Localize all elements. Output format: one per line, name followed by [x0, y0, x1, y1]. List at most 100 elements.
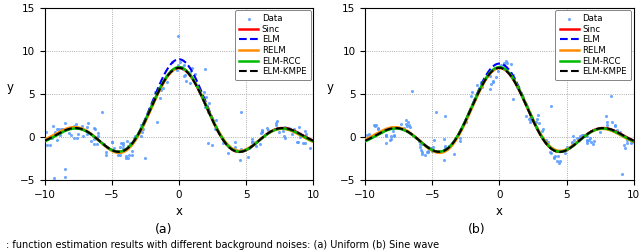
RELM [496, 66, 504, 69]
RELM [175, 66, 183, 69]
Data [236, 148, 246, 152]
Sinc [175, 66, 182, 70]
Data [545, 104, 556, 108]
Data [186, 66, 196, 70]
Data [509, 77, 519, 81]
Data [229, 140, 239, 144]
Data [109, 146, 120, 150]
Data [381, 141, 391, 145]
Data [177, 65, 187, 69]
Data [272, 119, 282, 123]
Data [72, 126, 82, 130]
Data [414, 139, 424, 143]
Data [407, 90, 417, 94]
Data [566, 140, 577, 144]
Data [255, 142, 265, 146]
Data [577, 135, 587, 139]
Data [525, 116, 536, 120]
Sinc [520, 100, 528, 102]
ELM-RCC [115, 150, 123, 153]
RELM [41, 138, 49, 141]
Data [228, 147, 239, 151]
ELM [362, 139, 369, 142]
Data [501, 61, 511, 65]
Data [57, 127, 67, 131]
Data [526, 118, 536, 122]
Data [532, 116, 542, 120]
Data [162, 80, 172, 84]
Data [271, 121, 282, 125]
ELM-RCC [175, 66, 182, 69]
Data [582, 139, 593, 143]
Data [381, 134, 391, 138]
Data [280, 136, 291, 140]
Data [211, 118, 221, 122]
Data [138, 127, 148, 131]
Data [136, 123, 146, 127]
RELM [630, 140, 637, 143]
Data [568, 138, 579, 142]
Data [602, 120, 612, 124]
Y-axis label: y: y [6, 81, 13, 94]
Data [485, 74, 495, 78]
Sinc [409, 134, 417, 136]
Data [124, 153, 134, 157]
Data [173, 34, 183, 38]
Data [415, 142, 426, 146]
Data [72, 136, 82, 140]
Line: ELM-KMPE: ELM-KMPE [365, 68, 634, 152]
Data [45, 144, 56, 148]
Data [579, 133, 589, 137]
Data [101, 150, 111, 154]
Data [204, 101, 214, 105]
Line: RELM: RELM [365, 68, 634, 153]
Data [614, 130, 625, 134]
Data [204, 141, 214, 145]
ELM-RCC [110, 149, 118, 152]
Data [131, 134, 141, 138]
Data [55, 133, 65, 137]
Data [506, 71, 516, 75]
Data [136, 134, 146, 138]
Data [573, 136, 584, 140]
Data [488, 80, 499, 84]
ELM-KMPE [541, 141, 549, 144]
Data [362, 136, 372, 140]
RELM [483, 76, 491, 79]
Data [417, 142, 427, 146]
Data [280, 124, 290, 128]
Data [423, 149, 433, 153]
Data [72, 132, 83, 136]
Data [127, 152, 137, 156]
Data [429, 138, 439, 142]
Data [211, 127, 221, 131]
Line: Sinc: Sinc [365, 68, 634, 152]
Data [166, 60, 177, 64]
ELM-KMPE [362, 139, 369, 142]
Data [113, 153, 123, 157]
Data [278, 128, 288, 132]
Data [48, 124, 58, 128]
Data [71, 122, 81, 126]
Data [499, 63, 509, 67]
Line: ELM-RCC: ELM-RCC [45, 67, 313, 152]
Data [122, 154, 132, 158]
Data [77, 134, 88, 138]
Data [455, 138, 465, 142]
Data [449, 152, 460, 156]
RELM [88, 133, 96, 136]
Data [305, 146, 315, 150]
Data [244, 146, 254, 150]
Data [137, 130, 147, 134]
Data [97, 110, 107, 114]
Data [118, 146, 129, 150]
Data [247, 140, 257, 144]
Data [127, 141, 137, 145]
Data [369, 123, 379, 127]
Data [499, 61, 509, 65]
Data [52, 127, 62, 131]
ELM-KMPE [115, 150, 123, 153]
Data [501, 66, 511, 70]
Data [81, 125, 92, 129]
Sinc [41, 139, 49, 142]
